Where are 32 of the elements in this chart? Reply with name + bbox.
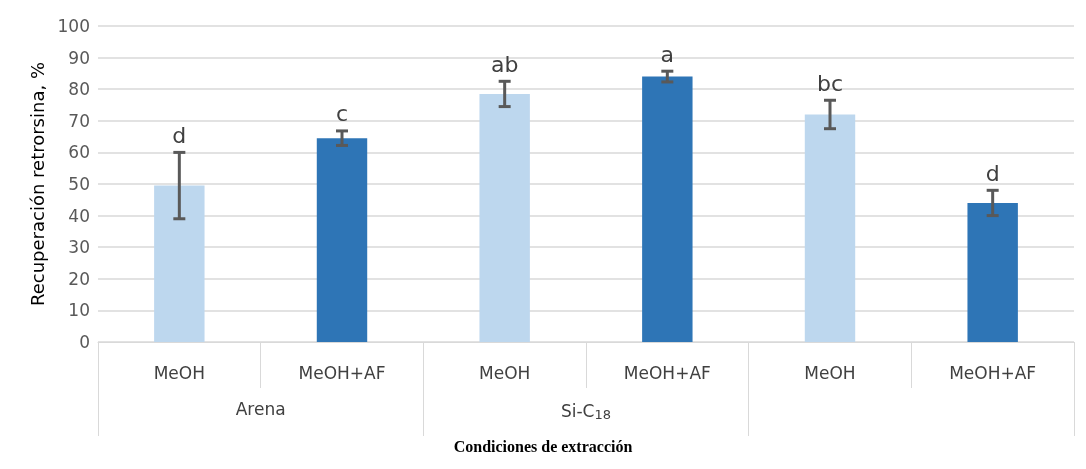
y-tick-label: 30: [68, 237, 90, 258]
text: Arena: [235, 398, 286, 419]
y-tick-label: 10: [68, 300, 90, 321]
y-tick-label: 60: [68, 142, 90, 163]
x-tick-label: MeOH+AF: [949, 362, 1037, 383]
bar: [804, 114, 856, 342]
y-tick-label: 90: [68, 47, 90, 68]
x-tick-label: MeOH: [153, 362, 205, 383]
x-tick-label: MeOH+AF: [623, 362, 711, 383]
y-tick-label: 50: [68, 174, 90, 194]
y-tick-label: 40: [68, 205, 90, 226]
data-label: ab: [490, 51, 519, 77]
data-label: a: [660, 41, 675, 67]
bar: [967, 202, 1018, 342]
bar: [642, 76, 693, 342]
data-label: d: [172, 122, 187, 148]
y-tick-label: 0: [79, 332, 90, 352]
y-tick-label: 70: [68, 110, 90, 131]
y-axis-title: Recuperación retrorsina, %: [27, 62, 49, 306]
x-tick-label: MeOH+AF: [298, 362, 386, 383]
x-tick-label: MeOH: [804, 362, 856, 383]
y-tick-label: 80: [68, 79, 90, 100]
y-tick-label: 100: [57, 16, 90, 36]
bar: [316, 138, 368, 342]
x-tick-label: MeOH: [479, 362, 531, 383]
x-axis-title: Condiciones de extracción: [453, 437, 633, 455]
data-label: d: [985, 160, 1000, 186]
y-tick-label: 20: [68, 268, 90, 289]
data-label: c: [335, 101, 349, 127]
bar: [479, 93, 530, 342]
bar: [154, 185, 205, 342]
data-label: bc: [816, 70, 844, 96]
